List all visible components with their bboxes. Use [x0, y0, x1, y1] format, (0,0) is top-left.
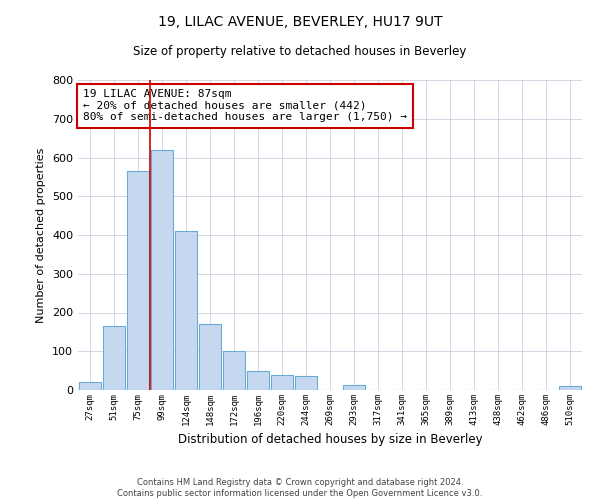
- Bar: [175, 231, 197, 390]
- Bar: [247, 370, 269, 390]
- Text: 19, LILAC AVENUE, BEVERLEY, HU17 9UT: 19, LILAC AVENUE, BEVERLEY, HU17 9UT: [158, 15, 442, 29]
- Y-axis label: Number of detached properties: Number of detached properties: [37, 148, 46, 322]
- Bar: [343, 386, 365, 390]
- Text: Contains HM Land Registry data © Crown copyright and database right 2024.
Contai: Contains HM Land Registry data © Crown c…: [118, 478, 482, 498]
- X-axis label: Distribution of detached houses by size in Beverley: Distribution of detached houses by size …: [178, 434, 482, 446]
- Bar: [199, 324, 221, 390]
- Text: 19 LILAC AVENUE: 87sqm
← 20% of detached houses are smaller (442)
80% of semi-de: 19 LILAC AVENUE: 87sqm ← 20% of detached…: [83, 90, 407, 122]
- Bar: [223, 351, 245, 390]
- Bar: [103, 326, 125, 390]
- Bar: [295, 376, 317, 390]
- Bar: [559, 386, 581, 390]
- Bar: [151, 150, 173, 390]
- Bar: [271, 374, 293, 390]
- Text: Size of property relative to detached houses in Beverley: Size of property relative to detached ho…: [133, 45, 467, 58]
- Bar: [127, 171, 149, 390]
- Bar: [79, 382, 101, 390]
